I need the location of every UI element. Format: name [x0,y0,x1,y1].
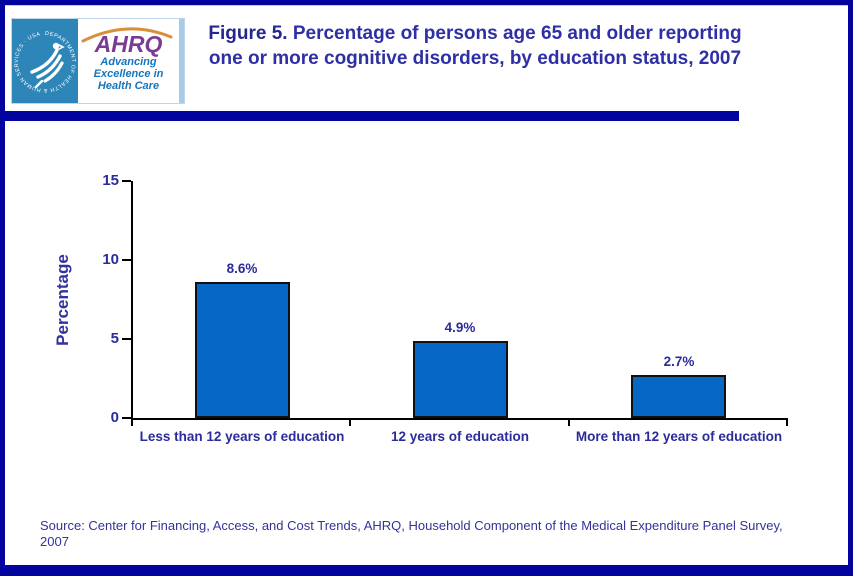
category-label: 12 years of education [390,429,530,444]
bar [195,282,290,418]
ahrq-tagline: Advancing Excellence in Health Care [78,56,179,92]
category-label: More than 12 years of education [575,429,783,444]
hhs-seal: DEPARTMENT OF HEALTH & HUMAN SERVICES · … [12,19,78,103]
y-axis-tick [122,259,131,261]
x-axis-tick [567,420,570,426]
y-tick-label: 10 [102,251,119,268]
ahrq-logo: AHRQ Advancing Excellence in Health Care [78,19,179,103]
bar-value-label: 8.6% [226,261,258,276]
logo-blue-strip [179,19,184,103]
bar [413,341,508,418]
agency-logo: DEPARTMENT OF HEALTH & HUMAN SERVICES · … [11,18,185,104]
figure-title: Figure 5. Percentage of persons age 65 a… [185,21,765,71]
ahrq-wordmark: AHRQ [94,31,163,57]
y-axis-tick [122,180,131,182]
header-separator-bar [5,111,739,121]
tagline-line-2: Excellence in [93,68,164,80]
hhs-eagle-icon: DEPARTMENT OF HEALTH & HUMAN SERVICES · … [14,31,76,93]
bar-chart: 0 5 10 15 8.6% Less than 12 years of educatio… [5,5,848,571]
bar-value-label: 2.7% [663,354,695,369]
ahrq-arc-icon [81,27,173,43]
y-axis-tick [122,417,131,419]
category-label: Less than 12 years of education [139,429,345,444]
source-line-1: Source: Center for Financing, Access, an… [40,518,783,533]
tagline-line-1: Advancing [100,56,157,68]
y-axis-line [131,181,133,420]
bar-value-label: 4.9% [444,320,476,335]
top-accent-line [5,5,848,6]
x-axis-line [131,418,788,420]
tagline-line-3: Health Care [97,80,160,92]
y-axis-tick [122,338,131,340]
x-axis-tick [786,420,788,426]
bottom-navy-bar [5,565,848,571]
bar [631,375,726,418]
figure-title-line2: one or more cognitive disorders, by educ… [208,48,742,69]
source-line-2: 2007 [40,534,69,549]
source-note: Source: Center for Financing, Access, an… [40,518,815,550]
figure-number: Figure 5. [208,23,288,44]
y-tick-label: 5 [110,330,119,347]
y-tick-label: 15 [102,172,119,189]
y-tick-label: 0 [110,409,119,426]
x-axis-tick [131,420,133,426]
x-axis-tick [349,420,352,426]
figure-title-line1: Percentage of persons age 65 and older r… [292,23,742,44]
